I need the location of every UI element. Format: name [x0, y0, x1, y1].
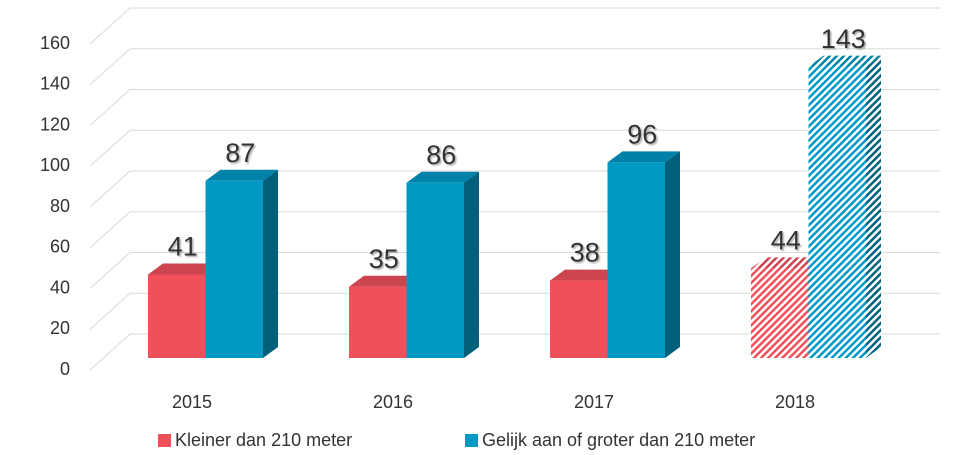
bar — [808, 55, 881, 358]
bar-side — [464, 171, 479, 358]
value-label: 38 — [570, 238, 600, 268]
y-tick-label: 60 — [50, 237, 70, 257]
bar-front — [406, 182, 464, 358]
x-tick-label: 2016 — [373, 392, 413, 412]
y-tick-label: 160 — [40, 33, 70, 53]
y-tick-label: 0 — [60, 359, 70, 379]
bar-side — [263, 169, 278, 358]
y-tick-label: 20 — [50, 318, 70, 338]
x-tick-label: 2018 — [775, 392, 815, 412]
y-tick-label: 40 — [50, 277, 70, 297]
bar-top — [751, 257, 824, 269]
bar-top — [205, 169, 278, 181]
value-label: 41 — [168, 232, 198, 262]
bar-front — [550, 280, 608, 358]
bar-side — [665, 151, 680, 358]
value-label: 143 — [821, 24, 866, 54]
value-label: 96 — [627, 120, 657, 150]
y-tick-label: 80 — [50, 196, 70, 216]
bar-front — [148, 274, 206, 358]
bar-top — [550, 269, 623, 281]
legend-swatch — [158, 434, 171, 447]
value-label: 86 — [426, 140, 456, 170]
grid-line — [89, 48, 940, 86]
bar-top — [808, 55, 881, 67]
value-label: 35 — [369, 244, 399, 274]
bar-top — [607, 151, 680, 163]
y-tick-label: 140 — [40, 74, 70, 94]
bar — [205, 169, 278, 358]
x-tick-label: 2017 — [574, 392, 614, 412]
value-label: 87 — [225, 138, 255, 168]
bar-front — [205, 180, 263, 358]
legend-label: Gelijk aan of groter dan 210 meter — [482, 430, 755, 450]
bar-top — [148, 263, 221, 275]
bar-front — [808, 66, 866, 358]
legend-swatch — [465, 434, 478, 447]
bar-front — [751, 268, 809, 358]
bar-top — [349, 275, 422, 287]
bar-side — [866, 55, 881, 358]
bar — [406, 171, 479, 358]
grid-line — [89, 129, 940, 167]
bar-front — [349, 286, 407, 358]
y-tick-label: 100 — [40, 155, 70, 175]
x-tick-label: 2015 — [172, 392, 212, 412]
legend-label: Kleiner dan 210 meter — [175, 430, 352, 450]
bar-top — [406, 171, 479, 183]
grid-line — [89, 89, 940, 126]
y-tick-label: 120 — [40, 114, 70, 134]
grid-line — [89, 7, 940, 45]
bar — [607, 151, 680, 358]
value-label: 44 — [771, 225, 801, 255]
bar-front — [607, 162, 665, 358]
